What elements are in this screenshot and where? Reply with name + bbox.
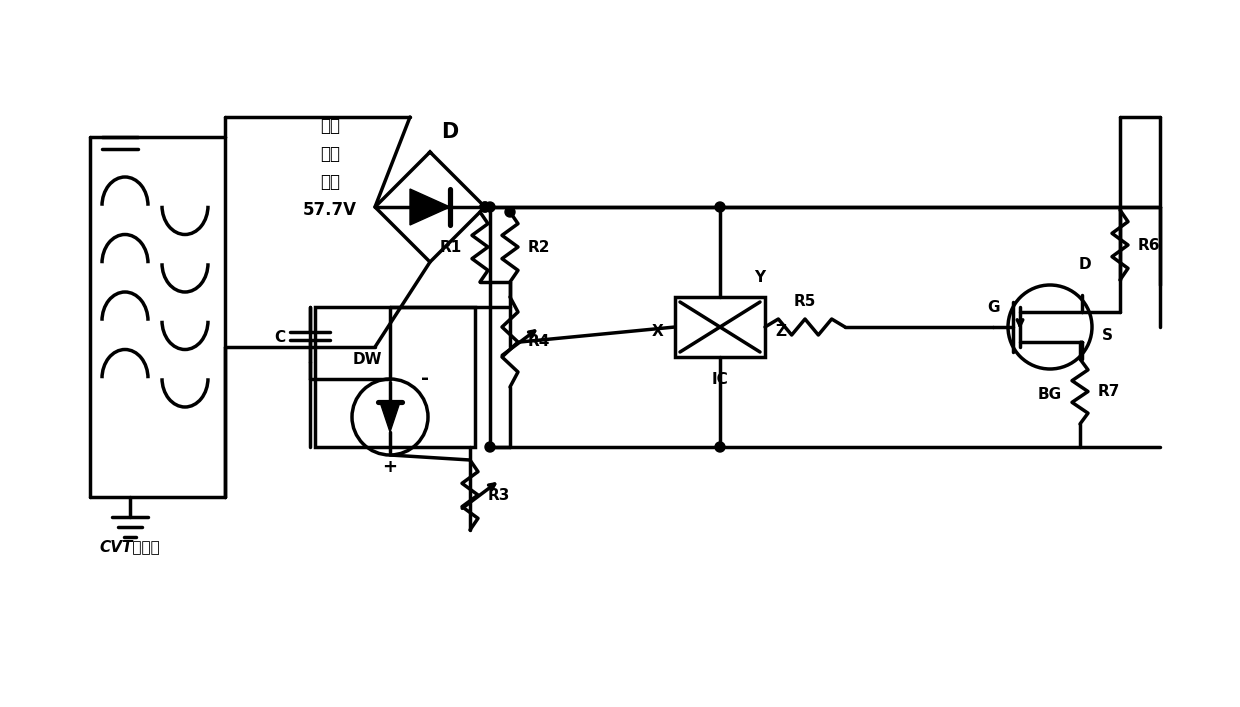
Circle shape [505, 207, 515, 217]
Text: R5: R5 [794, 294, 816, 309]
Text: +: + [382, 458, 398, 476]
Text: D: D [441, 122, 459, 142]
Text: 电压: 电压 [320, 145, 340, 163]
Text: R7: R7 [1097, 384, 1121, 399]
Text: S: S [1102, 327, 1114, 342]
Text: R2: R2 [528, 240, 551, 255]
Text: DW: DW [352, 352, 382, 367]
Text: 交流: 交流 [320, 117, 340, 135]
Text: BG: BG [1038, 387, 1063, 402]
Circle shape [485, 202, 495, 212]
Text: R6: R6 [1138, 238, 1161, 252]
Text: R1: R1 [440, 240, 463, 255]
Circle shape [485, 442, 495, 452]
Text: R3: R3 [489, 488, 511, 503]
Bar [675, 297, 765, 357]
Text: -: - [422, 370, 429, 389]
Text: 输出: 输出 [320, 173, 340, 191]
Circle shape [480, 202, 490, 212]
Text: 57.7V: 57.7V [303, 201, 357, 219]
Text: IC: IC [712, 372, 728, 387]
Text: C: C [274, 329, 285, 344]
Circle shape [715, 202, 725, 212]
Text: Y: Y [754, 270, 765, 285]
Text: X: X [651, 325, 663, 339]
Text: Z: Z [775, 325, 786, 339]
Bar [315, 307, 475, 447]
Text: G: G [987, 300, 999, 315]
Polygon shape [410, 189, 450, 225]
Circle shape [480, 202, 490, 212]
Circle shape [715, 442, 725, 452]
Text: D: D [1079, 257, 1091, 272]
Polygon shape [379, 402, 401, 432]
Text: R4: R4 [528, 334, 551, 349]
Text: CVT变压器: CVT变压器 [99, 539, 160, 554]
